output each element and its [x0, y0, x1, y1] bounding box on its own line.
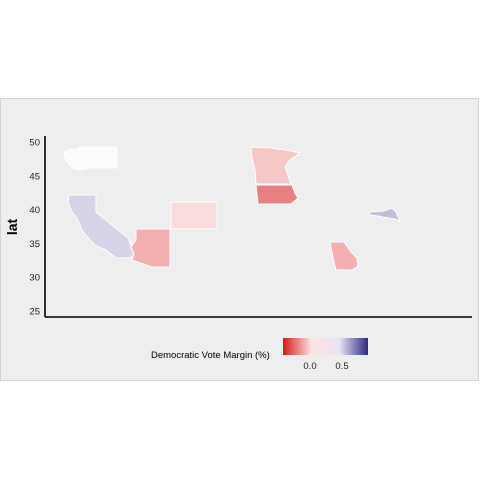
y-tick-50: 50	[29, 138, 40, 149]
legend-tick-1: 0.5	[335, 361, 348, 372]
y-ticks: 25 30 35 40 45 50	[29, 138, 40, 318]
state-arizona	[130, 228, 171, 268]
legend-colorbar	[283, 338, 368, 355]
y-tick-35: 35	[29, 239, 40, 250]
state-iowa	[255, 184, 299, 205]
y-tick-40: 40	[29, 205, 40, 216]
y-tick-45: 45	[29, 171, 40, 182]
y-tick-30: 30	[29, 273, 40, 284]
y-axis-label: lat	[4, 218, 20, 235]
states-layer	[63, 146, 401, 271]
state-colorado	[170, 201, 218, 230]
y-tick-25: 25	[29, 306, 40, 317]
legend-title: Democratic Vote Margin (%)	[151, 350, 270, 361]
state-massachusetts	[368, 207, 401, 222]
state-minnesota	[250, 146, 302, 185]
state-washington	[63, 146, 118, 171]
legend-tick-0: 0.0	[303, 361, 316, 372]
state-georgia	[329, 241, 359, 271]
plot-panel	[0, 98, 479, 381]
state-california	[67, 194, 135, 259]
